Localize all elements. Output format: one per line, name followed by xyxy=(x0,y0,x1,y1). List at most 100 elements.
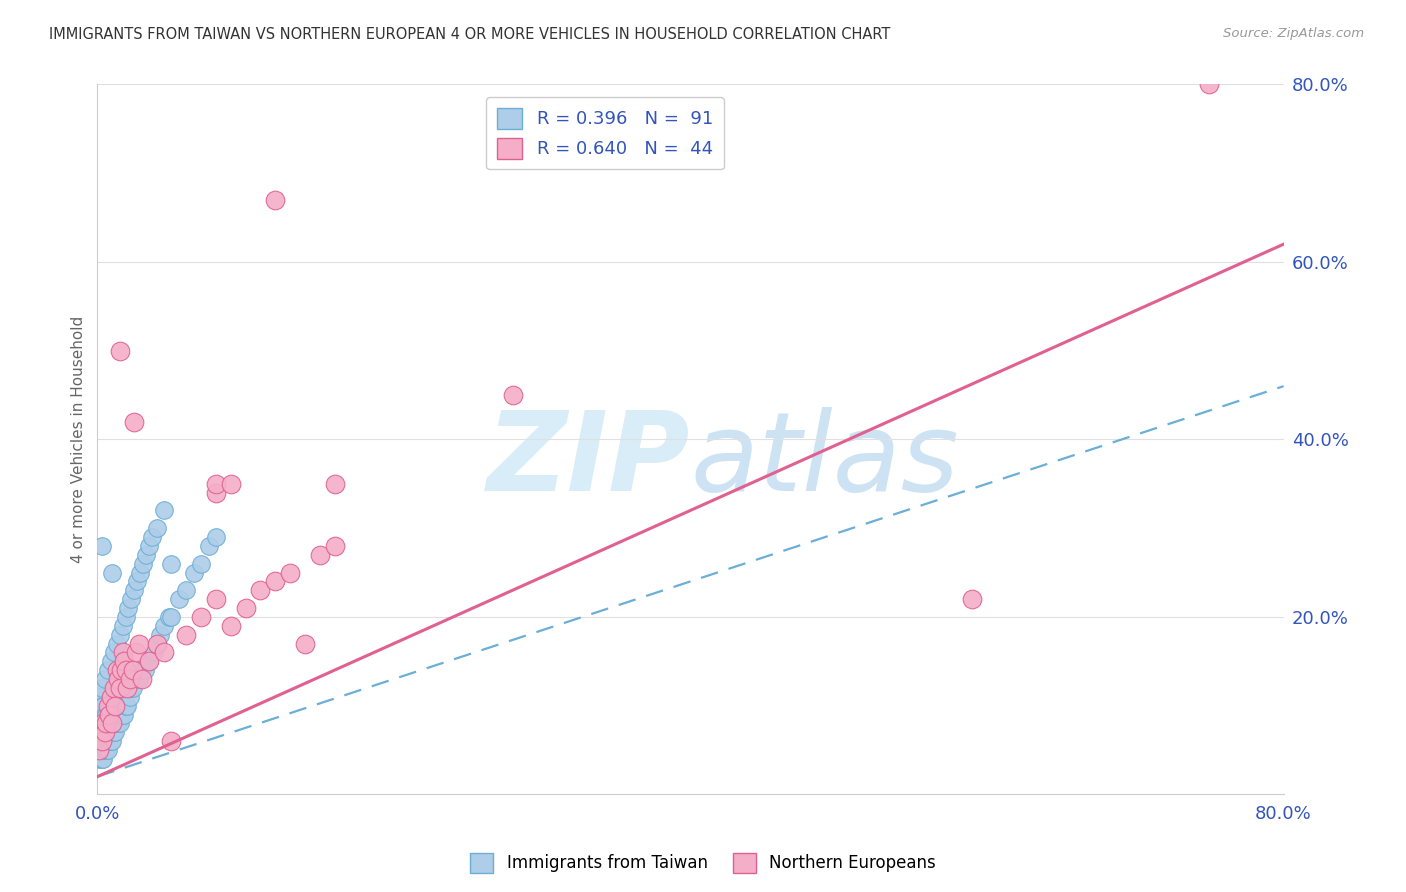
Point xyxy=(105,663,128,677)
Point xyxy=(120,592,142,607)
Point xyxy=(183,566,205,580)
Point xyxy=(96,707,118,722)
Point xyxy=(176,627,198,641)
Point xyxy=(94,725,117,739)
Point xyxy=(107,672,129,686)
Point xyxy=(125,645,148,659)
Point xyxy=(91,734,114,748)
Point xyxy=(117,601,139,615)
Point xyxy=(87,752,110,766)
Point xyxy=(176,583,198,598)
Point xyxy=(122,681,145,695)
Point xyxy=(97,663,120,677)
Point xyxy=(190,557,212,571)
Point xyxy=(160,557,183,571)
Point xyxy=(89,725,111,739)
Point xyxy=(219,619,242,633)
Point xyxy=(87,734,110,748)
Point xyxy=(960,592,983,607)
Point xyxy=(111,707,134,722)
Point xyxy=(128,636,150,650)
Point xyxy=(97,743,120,757)
Point xyxy=(323,539,346,553)
Point xyxy=(104,707,127,722)
Text: ZIP: ZIP xyxy=(486,408,690,514)
Point xyxy=(138,654,160,668)
Point xyxy=(308,548,330,562)
Point xyxy=(323,476,346,491)
Point xyxy=(107,698,129,713)
Point xyxy=(101,566,124,580)
Point xyxy=(96,716,118,731)
Point xyxy=(104,698,127,713)
Point xyxy=(110,690,132,704)
Point xyxy=(105,636,128,650)
Point xyxy=(197,539,219,553)
Point xyxy=(145,636,167,650)
Point xyxy=(100,654,122,668)
Point xyxy=(94,743,117,757)
Point xyxy=(120,681,142,695)
Point xyxy=(205,476,228,491)
Point xyxy=(235,601,257,615)
Point xyxy=(205,592,228,607)
Point xyxy=(103,645,125,659)
Point xyxy=(98,716,121,731)
Point xyxy=(100,734,122,748)
Point xyxy=(124,583,146,598)
Point xyxy=(90,734,112,748)
Point xyxy=(190,610,212,624)
Point xyxy=(249,583,271,598)
Point xyxy=(87,743,110,757)
Point xyxy=(104,725,127,739)
Point xyxy=(160,610,183,624)
Point xyxy=(90,698,112,713)
Point xyxy=(294,636,316,650)
Point xyxy=(107,716,129,731)
Point xyxy=(96,743,118,757)
Point xyxy=(205,485,228,500)
Point xyxy=(103,725,125,739)
Point xyxy=(108,698,131,713)
Text: Source: ZipAtlas.com: Source: ZipAtlas.com xyxy=(1223,27,1364,40)
Point xyxy=(90,681,112,695)
Point xyxy=(278,566,301,580)
Point xyxy=(89,725,111,739)
Point xyxy=(118,672,141,686)
Point xyxy=(91,698,114,713)
Point xyxy=(89,707,111,722)
Point xyxy=(105,698,128,713)
Y-axis label: 4 or more Vehicles in Household: 4 or more Vehicles in Household xyxy=(72,316,86,563)
Point xyxy=(98,698,121,713)
Point xyxy=(108,627,131,641)
Point xyxy=(111,645,134,659)
Point xyxy=(94,725,117,739)
Point xyxy=(101,698,124,713)
Point xyxy=(167,592,190,607)
Point xyxy=(110,707,132,722)
Point xyxy=(111,619,134,633)
Point xyxy=(108,681,131,695)
Text: atlas: atlas xyxy=(690,408,959,514)
Point xyxy=(108,716,131,731)
Point xyxy=(94,707,117,722)
Point xyxy=(91,752,114,766)
Point xyxy=(115,698,138,713)
Point xyxy=(96,725,118,739)
Point xyxy=(91,716,114,731)
Point xyxy=(101,716,124,731)
Point xyxy=(91,716,114,731)
Point xyxy=(145,521,167,535)
Point xyxy=(101,734,124,748)
Point xyxy=(142,645,165,659)
Point xyxy=(90,734,112,748)
Point xyxy=(90,752,112,766)
Point xyxy=(153,619,176,633)
Point xyxy=(103,707,125,722)
Point xyxy=(138,539,160,553)
Point xyxy=(219,476,242,491)
Point xyxy=(128,672,150,686)
Point xyxy=(129,566,152,580)
Point xyxy=(124,672,146,686)
Point xyxy=(264,193,287,207)
